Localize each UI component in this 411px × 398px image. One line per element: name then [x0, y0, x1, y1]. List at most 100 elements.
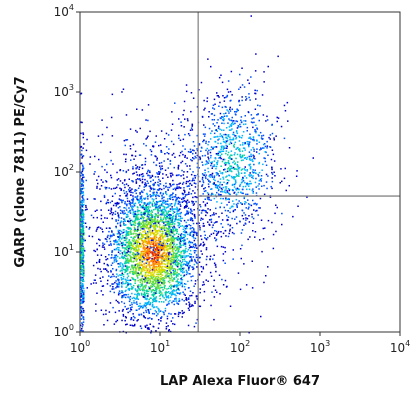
event-dot: [277, 55, 279, 58]
event-dot: [235, 111, 238, 113]
event-dot: [82, 301, 84, 303]
event-dot: [203, 283, 205, 286]
event-dot: [192, 177, 194, 180]
event-dot: [99, 268, 101, 270]
event-dot: [151, 293, 154, 296]
event-dot: [195, 245, 197, 247]
event-dot: [159, 277, 161, 280]
event-dot: [102, 181, 104, 183]
event-dot: [137, 198, 139, 201]
event-dot: [185, 84, 188, 86]
event-dot: [81, 229, 83, 232]
event-dot: [193, 285, 195, 287]
event-dot: [205, 140, 207, 143]
event-dot: [121, 278, 123, 280]
event-dot: [237, 171, 240, 174]
event-dot: [83, 318, 85, 321]
event-dot: [183, 258, 186, 261]
event-dot: [133, 172, 135, 174]
event-dot: [221, 146, 223, 149]
event-dot: [155, 155, 157, 158]
event-dot: [250, 204, 253, 207]
event-dot: [230, 70, 233, 73]
event-dot: [214, 141, 217, 143]
event-dot: [145, 183, 147, 185]
event-dot: [174, 237, 176, 240]
event-dot: [140, 271, 142, 273]
event-dot: [175, 280, 177, 283]
event-dot: [137, 187, 140, 189]
event-dot: [136, 195, 139, 197]
event-dot: [171, 272, 173, 275]
event-dot: [178, 134, 180, 137]
event-dot: [147, 218, 149, 221]
event-dot: [190, 256, 192, 258]
event-dot: [138, 199, 140, 202]
event-dot: [141, 267, 144, 269]
event-dot: [227, 192, 230, 194]
event-dot: [141, 164, 143, 166]
event-dot: [134, 150, 137, 153]
event-dot: [156, 269, 159, 271]
event-dot: [156, 263, 159, 265]
event-dot: [80, 296, 82, 298]
event-dot: [141, 280, 143, 282]
event-dot: [143, 224, 145, 227]
event-dot: [218, 230, 220, 233]
event-dot: [132, 213, 134, 215]
event-dot: [128, 262, 130, 264]
event-dot: [148, 229, 151, 232]
event-dot: [120, 221, 122, 223]
event-dot: [141, 256, 143, 259]
event-dot: [128, 289, 131, 291]
event-dot: [133, 278, 135, 281]
event-dot: [207, 162, 210, 164]
event-dot: [134, 213, 137, 215]
event-dot: [248, 185, 250, 187]
event-dot: [178, 224, 180, 226]
event-dot: [138, 288, 141, 290]
event-dot: [160, 273, 163, 276]
event-dot: [165, 200, 168, 203]
event-dot: [165, 241, 168, 244]
event-dot: [208, 111, 210, 113]
event-dot: [183, 207, 186, 209]
event-dot: [147, 135, 149, 137]
event-dot: [116, 273, 118, 275]
event-dot: [82, 285, 84, 287]
event-dot: [146, 261, 148, 263]
event-dot: [143, 220, 145, 222]
event-dot: [235, 135, 237, 137]
event-dot: [255, 186, 257, 188]
event-dot: [152, 275, 155, 277]
event-dot: [165, 291, 167, 294]
event-dot: [166, 254, 169, 257]
event-dot: [155, 213, 157, 216]
event-dot: [171, 221, 173, 223]
event-dot: [177, 196, 179, 199]
event-dot: [183, 283, 186, 285]
event-dot: [168, 276, 170, 279]
event-dot: [175, 285, 177, 287]
event-dot: [111, 230, 113, 232]
event-dot: [187, 265, 189, 268]
event-dot: [188, 193, 190, 195]
event-dot: [159, 237, 161, 239]
event-dot: [86, 208, 88, 211]
event-dot: [120, 238, 123, 240]
event-dot: [80, 270, 83, 272]
event-dot: [252, 154, 254, 156]
event-dot: [117, 178, 120, 180]
event-dot: [174, 256, 176, 259]
event-dot: [166, 296, 168, 298]
event-dot: [222, 95, 224, 97]
event-dot: [171, 250, 174, 252]
event-dot: [148, 327, 150, 329]
event-dot: [179, 197, 181, 199]
event-dot: [155, 276, 157, 278]
event-dot: [246, 143, 249, 145]
event-dot: [150, 176, 152, 179]
event-dot: [163, 250, 165, 252]
event-dot: [152, 187, 154, 190]
event-dot: [93, 173, 95, 175]
